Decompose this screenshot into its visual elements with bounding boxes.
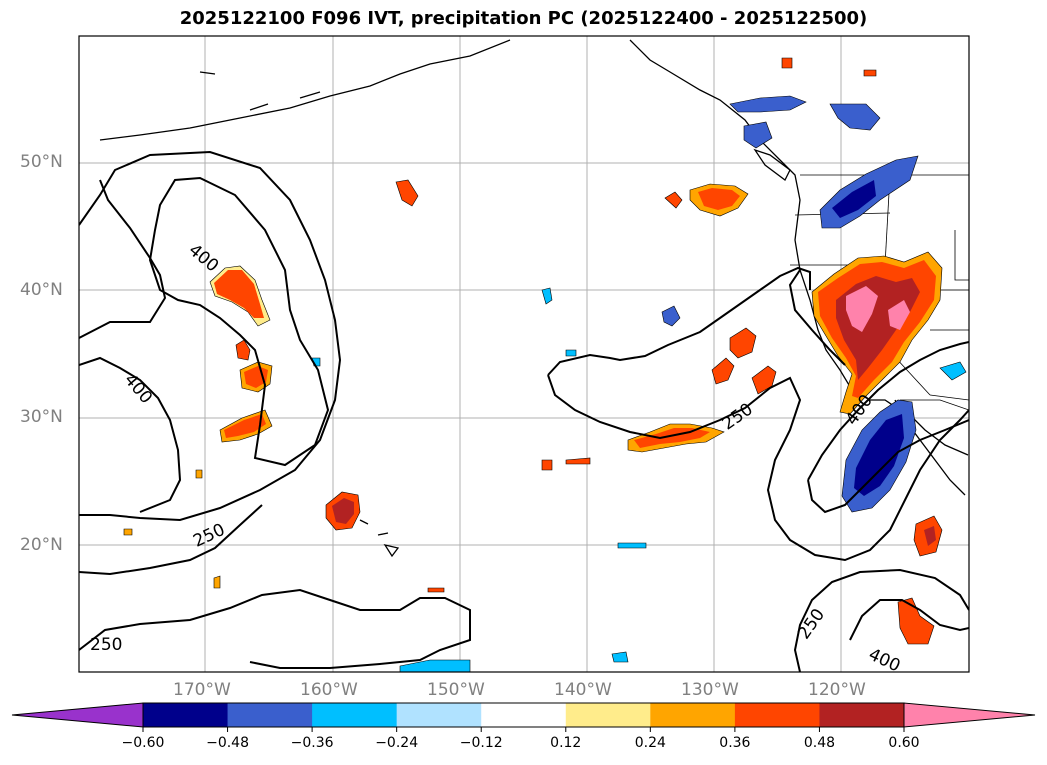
shade-ecp-4 [729, 327, 757, 359]
shade-small-6 [123, 528, 133, 536]
ivt-contour-250-west-inner [79, 179, 167, 339]
colorbar-tick-label: −0.36 [290, 735, 334, 751]
contour-labels: 400 400 250 250 400 250 250 400 [90, 240, 903, 676]
state-border-nv-az [929, 329, 969, 401]
shade-small-8 [565, 349, 577, 357]
shade-small-4 [213, 575, 221, 589]
shade-ecp-5 [711, 357, 735, 385]
shade-california-pink-2 [888, 300, 910, 330]
lat-label-50: 50°N [20, 152, 63, 172]
shade-nw-pacific-inner [214, 270, 264, 318]
shade-california-pink [846, 286, 878, 332]
shade-blob-a [235, 339, 251, 361]
lon-label-160: 160°W [300, 680, 358, 700]
coastline-alaska-islands [199, 71, 321, 111]
shade-ecp-3 [661, 305, 681, 327]
shade-small-2 [541, 287, 553, 305]
lat-label-20: 20°N [20, 535, 63, 555]
contour-label: 250 [90, 635, 122, 655]
contour-label: 250 [190, 520, 228, 552]
shade-socal-blue-inner [854, 414, 904, 496]
ivt-contour-400-southeast [793, 568, 969, 672]
lat-label-30: 30°N [20, 407, 63, 427]
shade-nw-coast-blue-2 [743, 121, 773, 149]
colorbar-tick-label: 0.24 [634, 735, 666, 751]
lon-label-140: 140°W [554, 680, 612, 700]
mexico-border [900, 399, 969, 411]
gridlines [79, 36, 969, 672]
contour-label: 250 [794, 605, 829, 643]
lon-label-120: 120°W [808, 680, 866, 700]
colorbar-tick-label: 0.48 [803, 735, 836, 751]
shade-bottom-blue-2 [611, 651, 629, 663]
lon-label-170: 170°W [173, 680, 231, 700]
shade-ecp-2 [664, 191, 683, 209]
shade-nw-coast-blue-1 [729, 95, 807, 113]
shade-nw-coast-blue-3 [829, 103, 881, 131]
ivt-contour-400-west [148, 176, 330, 467]
shade-ecp-7-inner [634, 428, 710, 448]
colorbar-tick-label: −0.12 [459, 735, 503, 751]
ivt-contour-250-south-west [79, 504, 263, 576]
coastline-vancouver-island [753, 148, 791, 181]
shade-central-pacific-inner [332, 498, 354, 524]
shade-small-7 [541, 459, 553, 471]
colorbar-tick-label: −0.60 [121, 735, 165, 751]
colorbar-tick-label: 0.60 [888, 735, 920, 751]
ivt-contours [79, 150, 969, 672]
shade-ecp-1-inner [698, 188, 740, 210]
lat-label-40: 40°N [20, 280, 63, 300]
shade-small-3 [427, 587, 445, 593]
lon-label-150: 150°W [427, 680, 485, 700]
shade-blob-d [395, 179, 419, 207]
shade-ecp-8 [565, 457, 591, 465]
map-title: 2025122100 F096 IVT, precipitation PC (2… [179, 8, 868, 29]
ivt-contour-250-southwest-2 [79, 588, 471, 669]
ivt-contour-400-southeast-2 [849, 599, 969, 641]
ivt-contour-250-east [547, 266, 811, 376]
colorbar-tick-label: 0.12 [550, 735, 582, 751]
shade-ecp-9 [617, 542, 647, 549]
shade-southeast-2 [897, 597, 935, 645]
contour-label: 400 [185, 240, 223, 276]
shade-socal-lightblue [939, 361, 967, 381]
ivt-contour-250-east-lower [547, 374, 969, 562]
shade-washington-dark [832, 180, 876, 218]
shade-blob-c-inner [224, 414, 266, 438]
contour-label: 400 [120, 370, 156, 408]
lon-label-130: 130°W [681, 680, 739, 700]
ivt-contour-250-west-outer [79, 150, 342, 522]
colorbar-tick-label: −0.48 [206, 735, 249, 751]
colorbar-tick-label: 0.36 [719, 735, 751, 751]
ivt-contour-250-east-top [788, 269, 846, 366]
contour-label: 250 [719, 399, 757, 434]
shade-southeast-1-inner [924, 526, 936, 546]
coastline-alaska [99, 39, 511, 141]
shade-small-10 [863, 69, 877, 77]
shade-bottom-blue [399, 659, 471, 672]
shade-ecp-6 [751, 365, 777, 395]
shade-small-5 [195, 469, 203, 479]
shade-small-9 [781, 57, 793, 69]
colorbar-tick-label: −0.24 [375, 735, 419, 751]
ivt-contour-400-east [807, 341, 969, 514]
map-frame [78, 35, 970, 673]
ivt-contour-400-west-2 [79, 356, 182, 513]
